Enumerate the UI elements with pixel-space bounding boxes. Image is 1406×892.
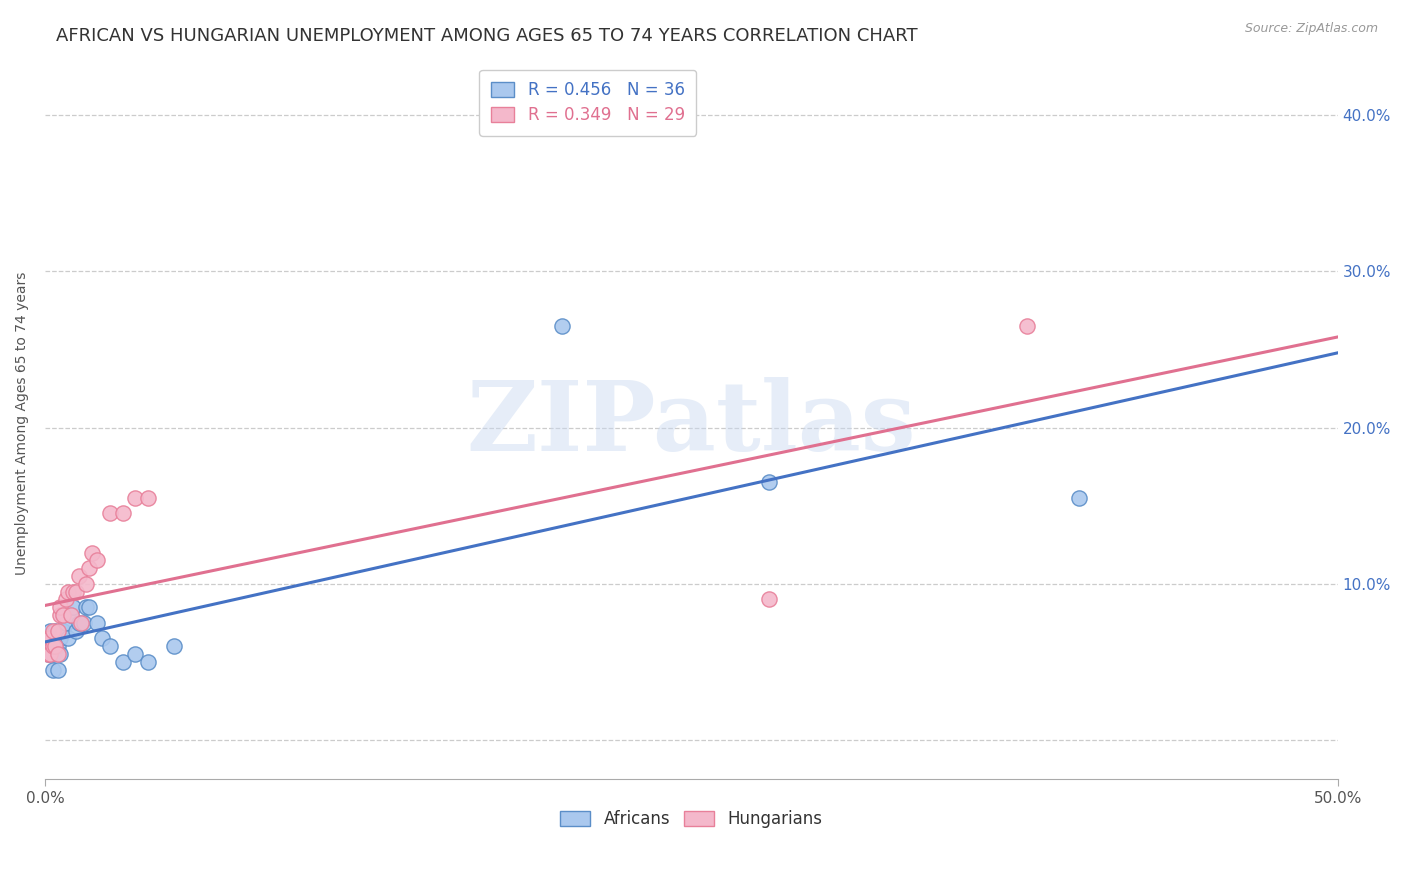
Point [124, 491, 146, 505]
Point [44, 639, 66, 653]
Point [39, 647, 62, 661]
Point [75, 576, 97, 591]
Point [90, 632, 112, 646]
Point [37, 632, 59, 646]
Point [1069, 491, 1091, 505]
Point [59, 607, 82, 622]
Point [39, 632, 62, 646]
Point [67, 569, 90, 583]
Point [58, 584, 80, 599]
Point [86, 553, 108, 567]
Point [111, 507, 134, 521]
Point [42, 663, 65, 677]
Point [62, 584, 84, 599]
Point [758, 592, 780, 607]
Point [39, 647, 62, 661]
Point [42, 639, 65, 653]
Point [1017, 319, 1039, 334]
Point [49, 632, 72, 646]
Point [75, 600, 97, 615]
Point [42, 647, 65, 661]
Text: Source: ZipAtlas.com: Source: ZipAtlas.com [1244, 22, 1378, 36]
Point [758, 475, 780, 490]
Point [77, 600, 100, 615]
Point [44, 624, 66, 638]
Point [73, 615, 96, 630]
Point [62, 600, 84, 615]
Point [39, 624, 62, 638]
Point [111, 655, 134, 669]
Point [163, 639, 186, 653]
Point [37, 647, 59, 661]
Point [55, 592, 77, 607]
Y-axis label: Unemployment Among Ages 65 to 74 years: Unemployment Among Ages 65 to 74 years [15, 272, 30, 575]
Point [138, 491, 160, 505]
Point [49, 600, 72, 615]
Text: ZIPatlas: ZIPatlas [467, 376, 917, 471]
Point [55, 615, 77, 630]
Point [98, 507, 121, 521]
Point [42, 624, 65, 638]
Point [39, 639, 62, 653]
Point [46, 647, 69, 661]
Point [551, 319, 574, 334]
Point [80, 545, 103, 559]
Point [37, 639, 59, 653]
Point [138, 655, 160, 669]
Point [49, 647, 72, 661]
Point [46, 663, 69, 677]
Point [52, 607, 75, 622]
Legend: Africans, Hungarians: Africans, Hungarians [554, 803, 828, 835]
Point [65, 624, 87, 638]
Point [46, 624, 69, 638]
Point [65, 584, 87, 599]
Point [77, 561, 100, 575]
Point [124, 647, 146, 661]
Point [37, 647, 59, 661]
Point [98, 639, 121, 653]
Point [52, 607, 75, 622]
Point [86, 615, 108, 630]
Point [67, 615, 90, 630]
Point [49, 607, 72, 622]
Point [44, 639, 66, 653]
Point [58, 632, 80, 646]
Point [46, 639, 69, 653]
Point [37, 632, 59, 646]
Point [42, 632, 65, 646]
Text: AFRICAN VS HUNGARIAN UNEMPLOYMENT AMONG AGES 65 TO 74 YEARS CORRELATION CHART: AFRICAN VS HUNGARIAN UNEMPLOYMENT AMONG … [56, 27, 918, 45]
Point [59, 607, 82, 622]
Point [52, 624, 75, 638]
Point [70, 615, 93, 630]
